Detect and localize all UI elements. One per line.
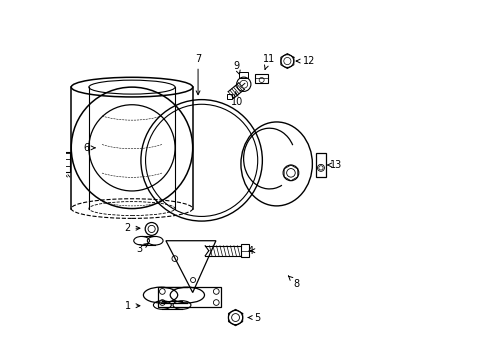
Text: 1: 1 (125, 301, 140, 311)
Text: 4: 4 (247, 246, 254, 256)
Text: 9: 9 (233, 61, 240, 74)
Text: 13: 13 (326, 160, 341, 170)
Text: 2: 2 (124, 223, 140, 233)
Text: 10: 10 (230, 91, 242, 107)
Text: 5: 5 (247, 312, 260, 323)
Text: 8: 8 (288, 276, 299, 289)
Text: 7: 7 (195, 54, 201, 95)
Text: 6: 6 (83, 143, 95, 153)
Text: 12: 12 (296, 56, 314, 66)
Text: 11: 11 (262, 54, 274, 69)
Text: 3: 3 (137, 244, 148, 253)
